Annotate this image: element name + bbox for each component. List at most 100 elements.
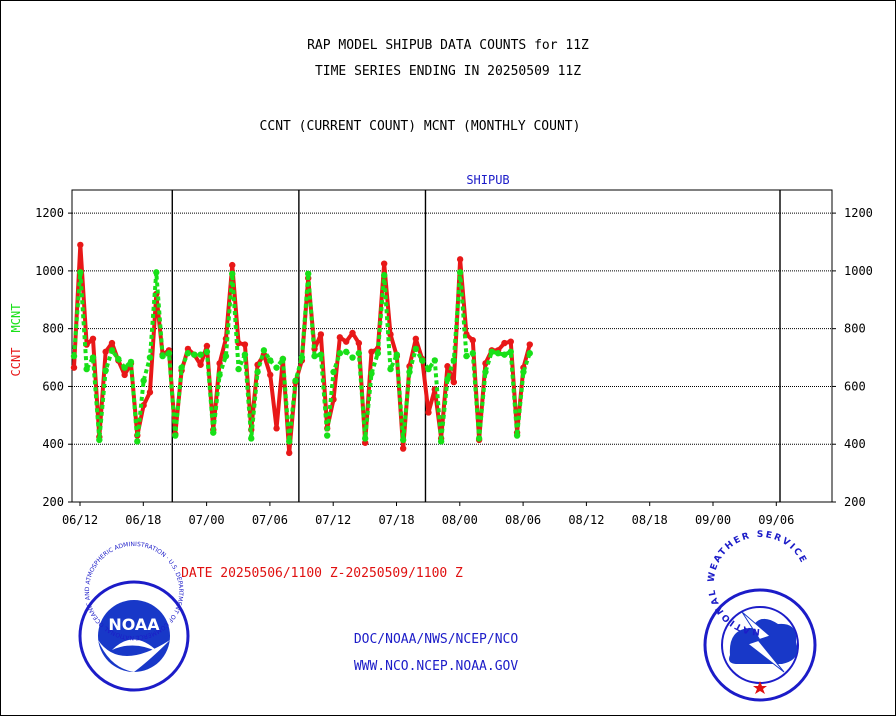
data-point-mcnt xyxy=(425,365,432,373)
data-point-ccnt xyxy=(380,260,388,267)
y-tick-label-left: 1000 xyxy=(35,264,64,278)
y-tick-label-left: 200 xyxy=(42,495,64,509)
chart-title-line2: TIME SERIES ENDING IN 20250509 11Z xyxy=(314,64,582,79)
plot-title: SHIPUB xyxy=(466,173,509,187)
data-point-mcnt xyxy=(399,436,407,444)
data-point-ccnt xyxy=(412,335,420,342)
y-tick-label-left: 600 xyxy=(42,379,64,393)
data-point-ccnt xyxy=(229,261,236,269)
data-point-mcnt xyxy=(355,350,363,357)
data-point-ccnt xyxy=(70,364,78,371)
data-point-mcnt xyxy=(134,438,141,445)
data-point-mcnt xyxy=(77,269,84,276)
data-point-mcnt xyxy=(127,358,135,366)
data-point-mcnt xyxy=(342,348,350,355)
data-point-mcnt xyxy=(513,432,521,439)
data-point-mcnt xyxy=(102,367,109,374)
data-point-mcnt xyxy=(121,364,128,371)
data-point-mcnt xyxy=(273,364,280,371)
website-link[interactable]: WWW.NCO.NCEP.NOAA.GOV xyxy=(353,659,519,674)
data-point-mcnt xyxy=(526,350,533,357)
data-point-mcnt xyxy=(488,348,495,355)
data-point-mcnt xyxy=(456,269,464,276)
data-point-mcnt xyxy=(412,345,420,353)
y-tick-label-right: 1200 xyxy=(844,206,873,220)
data-point-mcnt xyxy=(146,354,154,361)
data-point-mcnt xyxy=(286,438,293,445)
y-tick-label-left: 400 xyxy=(42,437,64,451)
data-point-ccnt xyxy=(273,425,280,432)
data-point-mcnt xyxy=(450,357,457,364)
plot-area xyxy=(71,189,833,503)
x-tick-label: 08/12 xyxy=(568,513,604,527)
data-point-mcnt xyxy=(254,368,261,376)
y-tick-label-right: 400 xyxy=(844,437,866,451)
data-point-mcnt xyxy=(463,352,470,360)
data-point-mcnt xyxy=(368,370,375,377)
data-point-mcnt xyxy=(393,351,401,358)
y-tick-label-right: 1000 xyxy=(844,264,873,278)
y-tick-label-right: 200 xyxy=(844,495,866,509)
data-point-mcnt xyxy=(197,351,204,358)
data-point-mcnt xyxy=(336,350,344,357)
data-point-mcnt xyxy=(374,350,382,357)
data-point-mcnt xyxy=(469,350,476,357)
data-point-mcnt xyxy=(178,364,185,371)
data-point-mcnt xyxy=(267,357,274,364)
x-tick-label: 09/00 xyxy=(695,513,731,527)
data-point-ccnt xyxy=(121,371,128,379)
data-point-ccnt xyxy=(425,409,432,416)
x-tick-label: 08/18 xyxy=(632,513,668,527)
data-point-mcnt xyxy=(311,352,318,360)
data-point-mcnt xyxy=(324,432,331,439)
data-point-mcnt xyxy=(210,429,217,436)
y-tick-label-left: 1200 xyxy=(35,206,64,220)
data-point-mcnt xyxy=(229,270,236,277)
data-point-mcnt xyxy=(248,435,255,442)
data-point-mcnt xyxy=(165,350,173,357)
date-range-label: DATE 20250506/1100 Z-20250509/1100 Z xyxy=(181,566,463,581)
data-point-mcnt xyxy=(241,351,249,358)
agency-label: DOC/NOAA/NWS/NCEP/NCO xyxy=(353,632,519,647)
y-axis-label-ccnt: CCNT xyxy=(9,348,23,377)
x-tick-label: 08/06 xyxy=(505,513,541,527)
data-point-ccnt xyxy=(267,371,274,379)
data-point-ccnt xyxy=(241,341,249,348)
data-point-mcnt xyxy=(191,351,198,358)
data-point-ccnt xyxy=(203,342,211,350)
y-tick-label-right: 600 xyxy=(844,379,866,393)
data-point-ccnt xyxy=(108,339,116,347)
y-axis-label-mcnt: MCNT xyxy=(9,304,23,333)
data-point-mcnt xyxy=(222,352,230,360)
data-point-mcnt xyxy=(292,377,299,384)
data-point-mcnt xyxy=(172,432,179,439)
data-point-ccnt xyxy=(399,445,407,452)
data-point-mcnt xyxy=(108,347,116,354)
data-point-ccnt xyxy=(349,329,356,337)
data-point-mcnt xyxy=(96,436,103,444)
data-point-mcnt xyxy=(153,269,160,276)
data-point-ccnt xyxy=(456,256,464,263)
data-point-mcnt xyxy=(235,365,242,373)
data-point-mcnt xyxy=(475,435,483,442)
x-tick-label: 07/12 xyxy=(315,513,351,527)
data-point-ccnt xyxy=(342,338,350,345)
data-point-ccnt xyxy=(77,241,84,249)
data-point-mcnt xyxy=(203,348,211,355)
data-point-mcnt xyxy=(115,355,122,363)
data-point-ccnt xyxy=(469,337,476,344)
data-point-mcnt xyxy=(216,371,223,379)
data-point-ccnt xyxy=(317,331,325,338)
data-point-ccnt xyxy=(450,378,457,386)
data-point-mcnt xyxy=(83,365,90,373)
data-point-ccnt xyxy=(146,389,154,396)
data-point-ccnt xyxy=(286,449,293,457)
data-point-mcnt xyxy=(349,354,356,361)
x-tick-label: 06/12 xyxy=(62,513,98,527)
data-point-ccnt xyxy=(526,341,533,348)
data-point-ccnt xyxy=(336,334,344,341)
x-tick-label: 06/18 xyxy=(125,513,161,527)
data-point-mcnt xyxy=(317,351,325,358)
data-point-mcnt xyxy=(184,350,192,357)
data-point-mcnt xyxy=(431,357,439,364)
